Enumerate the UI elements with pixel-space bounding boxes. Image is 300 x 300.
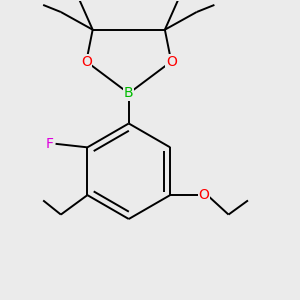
Text: O: O (81, 55, 92, 68)
Text: O: O (198, 188, 209, 202)
Text: B: B (124, 86, 134, 100)
Text: O: O (166, 55, 177, 68)
Text: F: F (45, 137, 53, 151)
